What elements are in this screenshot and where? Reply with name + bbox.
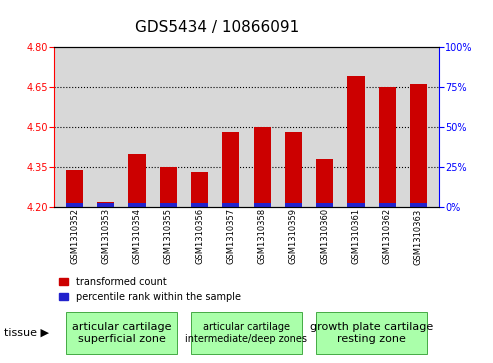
Text: articular cartilage
superficial zone: articular cartilage superficial zone — [71, 322, 171, 344]
Bar — [66, 203, 83, 207]
Bar — [253, 127, 271, 207]
Bar — [222, 203, 240, 207]
Bar — [191, 172, 208, 207]
Text: GDS5434 / 10866091: GDS5434 / 10866091 — [135, 20, 299, 35]
Bar — [97, 201, 114, 207]
Text: articular cartilage
intermediate/deep zones: articular cartilage intermediate/deep zo… — [185, 322, 308, 344]
Bar — [379, 87, 396, 207]
Bar — [285, 132, 302, 207]
Bar — [285, 203, 302, 207]
Text: tissue ▶: tissue ▶ — [4, 328, 49, 338]
Legend: transformed count, percentile rank within the sample: transformed count, percentile rank withi… — [59, 277, 241, 302]
Bar — [191, 203, 208, 207]
Bar — [316, 159, 333, 207]
Bar — [129, 203, 145, 207]
Bar — [97, 203, 114, 207]
Bar — [379, 203, 396, 207]
Bar — [160, 203, 177, 207]
Text: growth plate cartilage
resting zone: growth plate cartilage resting zone — [310, 322, 433, 344]
Bar — [222, 132, 240, 207]
Bar — [410, 85, 427, 207]
Bar — [160, 167, 177, 207]
Bar — [348, 77, 364, 207]
Bar — [316, 203, 333, 207]
Bar — [348, 203, 364, 207]
Bar — [66, 170, 83, 207]
Bar — [129, 154, 145, 207]
Bar — [410, 203, 427, 207]
Bar — [253, 203, 271, 207]
